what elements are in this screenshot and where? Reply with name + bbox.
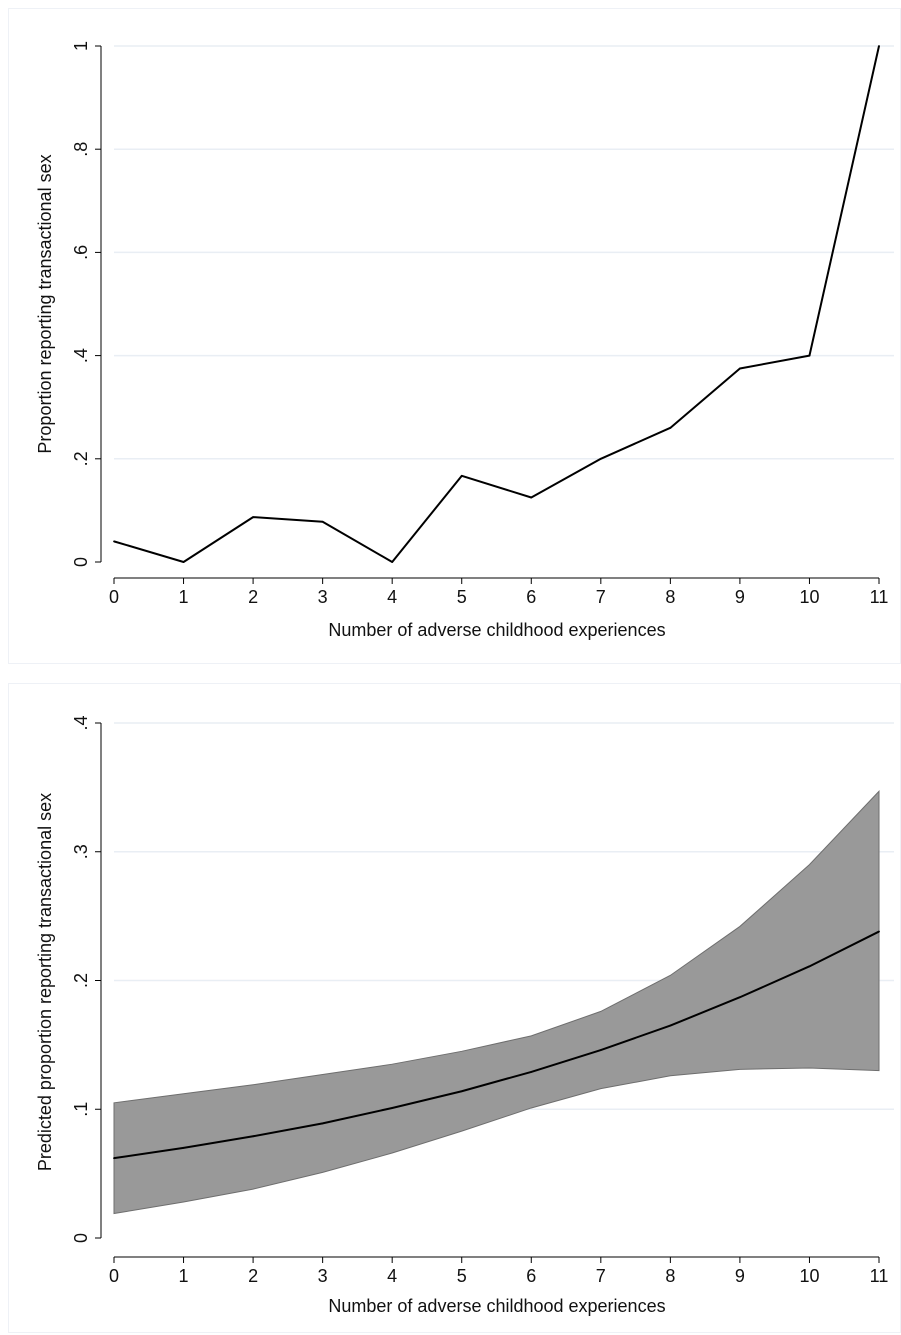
grid-lines: [114, 45, 894, 460]
confidence-band: [113, 789, 880, 1215]
data-point: [252, 1135, 254, 1138]
axes: [95, 722, 880, 1263]
y-tick-label: .2: [71, 451, 91, 466]
y-tick-label: .2: [71, 973, 91, 988]
data-point: [739, 367, 741, 370]
data-point: [878, 930, 880, 933]
data-point: [113, 540, 115, 543]
series-line: [113, 930, 880, 1160]
y-tick-label: .6: [71, 245, 91, 260]
x-tick-label: 10: [799, 587, 819, 607]
data-point: [808, 354, 811, 357]
data-point: [391, 1107, 394, 1109]
data-point: [391, 561, 394, 563]
data-point: [182, 1146, 185, 1149]
data-point: [669, 426, 672, 429]
y-tick-label: 0: [71, 1233, 91, 1243]
x-tick-label: 3: [318, 587, 328, 607]
x-tick-label: 2: [248, 1266, 258, 1286]
data-point: [739, 996, 741, 999]
data-point: [182, 561, 185, 563]
x-tick-label: 5: [457, 1266, 467, 1286]
data-marks: [113, 45, 880, 563]
x-tick-label: 9: [735, 587, 745, 607]
x-tick-label: 8: [665, 587, 675, 607]
x-tick-label: 6: [526, 1266, 536, 1286]
data-point: [321, 520, 324, 523]
data-point: [530, 496, 533, 499]
observed-proportion-chart: 0.2.4.6.810 1 2 3 4 5 6 7 8 9 10 11 Number of adver…: [35, 41, 894, 640]
axes: [95, 45, 880, 584]
x-tick-label: 7: [596, 587, 606, 607]
x-tick-label: 4: [387, 1266, 397, 1286]
data-point: [252, 516, 254, 519]
chart-panel-observed: 0.2.4.6.8 1 0 1 2 3 4 5 6 7 8 9 10 11 Number of adver…: [8, 8, 901, 664]
x-tick-label: 4: [387, 587, 397, 607]
x-tick-label: 7: [596, 1266, 606, 1286]
data-point: [808, 965, 811, 968]
y-tick-label: .4: [71, 348, 91, 363]
data-point: [530, 1071, 533, 1073]
predicted-proportion-chart: 0 .1 .2 .3 .4 0 1 2 3 4 5 6 7 8 9 10 11 Number of advers…: [35, 715, 894, 1316]
x-tick-label: 8: [665, 1266, 675, 1286]
data-point: [669, 1024, 672, 1027]
x-tick-label: 9: [735, 1266, 745, 1286]
y-tick-label: .4: [71, 715, 91, 730]
x-tick-label: 1: [179, 587, 189, 607]
tick-labels: 0.2.4.6.810 1 2 3 4 5 6 7 8 9 10 11: [71, 41, 888, 607]
x-axis-title: Number of adverse childhood experiences: [328, 620, 665, 640]
data-point: [878, 45, 880, 47]
series-line: [113, 45, 880, 563]
data-point: [599, 1049, 602, 1051]
y-tick-label: 1: [71, 41, 91, 51]
y-axis-title: Proportion reporting transactional sex: [35, 154, 55, 453]
x-tick-label: 11: [870, 1266, 889, 1286]
y-tick-label: .3: [71, 844, 91, 859]
x-tick-label: 0: [109, 1266, 119, 1286]
x-tick-label: 6: [526, 587, 536, 607]
x-tick-label: 3: [318, 1266, 328, 1286]
x-tick-label: 10: [799, 1266, 819, 1286]
data-point: [321, 1122, 324, 1125]
data-point: [460, 1090, 463, 1093]
x-tick-label: 5: [457, 587, 467, 607]
x-axis-title: Number of adverse childhood experiences: [328, 1296, 665, 1316]
data-marks: [113, 789, 880, 1215]
y-tick-label: .1: [71, 1102, 91, 1117]
data-point: [460, 474, 463, 477]
x-tick-label: 2: [248, 587, 258, 607]
data-point: [113, 1157, 115, 1160]
y-tick-label: 0: [71, 557, 91, 567]
y-axis-title: Predicted proportion reporting transacti…: [35, 793, 55, 1171]
chart-panel-predicted: 0 .1 .2 .3 .4 0 1 2 3 4 5 6 7 8 9 10 11 Number of advers…: [8, 683, 901, 1333]
y-tick-label: .8: [71, 142, 91, 157]
x-tick-label: 0: [109, 587, 119, 607]
tick-labels: 0 .1 .2 .3 .4 0 1 2 3 4 5 6 7 8 9 10 11: [71, 715, 888, 1286]
x-tick-label: 11: [870, 587, 889, 607]
x-tick-label: 1: [179, 1266, 189, 1286]
data-point: [599, 457, 602, 460]
